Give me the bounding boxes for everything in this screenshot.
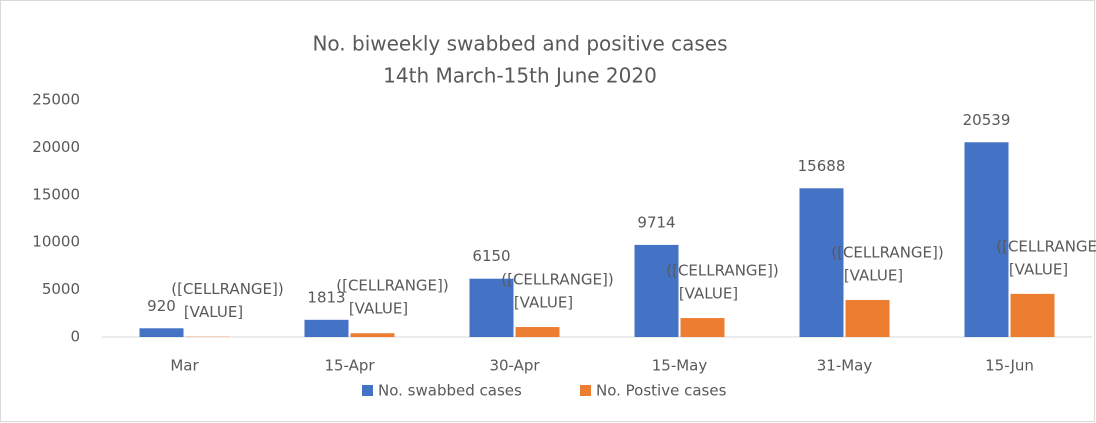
y-tick-label: 0: [70, 328, 80, 346]
data-label: 920: [147, 297, 176, 315]
data-label: 1813: [307, 288, 345, 306]
data-label: ([CELLRANGE]): [666, 262, 778, 280]
y-tick-label: 20000: [32, 138, 80, 156]
data-label: [VALUE]: [679, 285, 738, 303]
data-label: ([CELLRANGE]): [336, 277, 448, 295]
bar: [845, 300, 890, 337]
x-tick-label: 15-May: [652, 357, 708, 375]
x-tick-label: 30-Apr: [489, 357, 540, 375]
legend-swatch: [580, 385, 591, 396]
data-label: ([CELLRANGE]): [831, 244, 943, 262]
bar: [350, 333, 395, 337]
legend-label: No. swabbed cases: [378, 382, 522, 400]
data-label: ([CELLRANGE]): [996, 237, 1096, 255]
y-tick-label: 25000: [32, 91, 80, 109]
data-label: 20539: [963, 111, 1011, 129]
bar: [469, 278, 514, 337]
x-tick-label: Mar: [170, 357, 199, 375]
bar: [304, 319, 349, 337]
chart-title: No. biweekly swabbed and positive cases: [312, 32, 727, 56]
data-label: [VALUE]: [1009, 260, 1068, 278]
data-label: [VALUE]: [514, 294, 573, 312]
x-tick-label: 15-Apr: [324, 357, 375, 375]
bar: [515, 327, 560, 337]
y-tick-label: 15000: [32, 185, 80, 203]
bar: [799, 188, 844, 337]
data-label: [VALUE]: [349, 300, 408, 318]
bar: [680, 318, 725, 337]
data-label: 9714: [637, 213, 675, 231]
bar: [1010, 293, 1055, 337]
legend-label: No. Postive cases: [596, 382, 727, 400]
data-label: 6150: [472, 247, 510, 265]
y-tick-label: 5000: [42, 280, 80, 298]
bar: [964, 142, 1009, 337]
bar: [634, 244, 679, 337]
x-tick-label: 15-Jun: [985, 357, 1034, 375]
legend-swatch: [362, 385, 373, 396]
data-label: 15688: [798, 157, 846, 175]
y-tick-label: 10000: [32, 233, 80, 251]
chart-subtitle: 14th March-15th June 2020: [383, 64, 657, 88]
bar: [139, 328, 184, 337]
data-label: [VALUE]: [844, 267, 903, 285]
data-label: ([CELLRANGE]): [501, 271, 613, 289]
x-tick-label: 31-May: [817, 357, 873, 375]
data-label: [VALUE]: [184, 303, 243, 321]
data-label: ([CELLRANGE]): [171, 280, 283, 298]
